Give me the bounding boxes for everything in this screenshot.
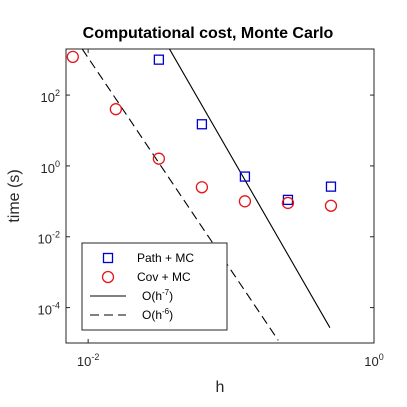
cov-mc-point	[238, 195, 252, 208]
y-tick-label: 10-4	[38, 301, 60, 318]
legend-label: O(h-7)	[142, 288, 173, 303]
reference-lines	[81, 49, 331, 341]
reference-line-solid	[169, 49, 331, 328]
legend: Path + MC Cov + MC O(h-7) O(h-6)	[81, 242, 228, 331]
data-markers	[66, 50, 338, 212]
legend-label: Path + MC	[137, 251, 194, 265]
path-mc-point	[239, 171, 251, 182]
legend-symbol	[101, 270, 115, 284]
x-tick-label: 10-2	[77, 352, 99, 369]
cov-mc-point	[152, 152, 166, 165]
cov-mc-point	[281, 196, 295, 210]
y-tick-label: 10-2	[38, 230, 60, 247]
axis-ticks: 10-2 100 10-4 10-2 100 102	[38, 49, 384, 369]
legend-symbol	[102, 252, 114, 264]
cov-mc-point	[324, 199, 338, 212]
path-mc-point	[325, 181, 337, 192]
cov-mc-point	[195, 181, 209, 194]
cov-mc-point	[109, 103, 122, 116]
reference-line-dashed	[81, 49, 279, 341]
y-axis-label: time (s)	[6, 169, 23, 222]
legend-label: O(h-6)	[142, 307, 173, 322]
y-tick-label: 102	[41, 88, 60, 105]
cov-mc-point	[66, 50, 79, 64]
chart-title: Computational cost, Monte Carlo	[83, 25, 334, 42]
path-mc-point	[196, 119, 208, 130]
path-mc-point	[153, 54, 165, 65]
y-tick-label: 100	[41, 159, 60, 176]
legend-label: Cov + MC	[137, 270, 191, 284]
x-axis-label: h	[216, 379, 225, 396]
x-tick-label: 100	[364, 352, 383, 369]
